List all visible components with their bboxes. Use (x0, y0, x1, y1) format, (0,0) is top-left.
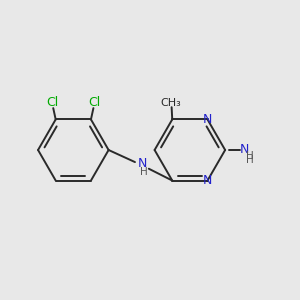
Text: H: H (140, 167, 147, 177)
Text: N: N (137, 157, 147, 170)
Text: H: H (246, 151, 254, 160)
Text: N: N (203, 113, 212, 126)
Text: Cl: Cl (46, 96, 59, 109)
Text: N: N (239, 142, 249, 156)
Text: H: H (246, 155, 254, 165)
Text: Cl: Cl (88, 96, 100, 109)
Text: N: N (203, 174, 212, 187)
Text: CH₃: CH₃ (160, 98, 181, 108)
